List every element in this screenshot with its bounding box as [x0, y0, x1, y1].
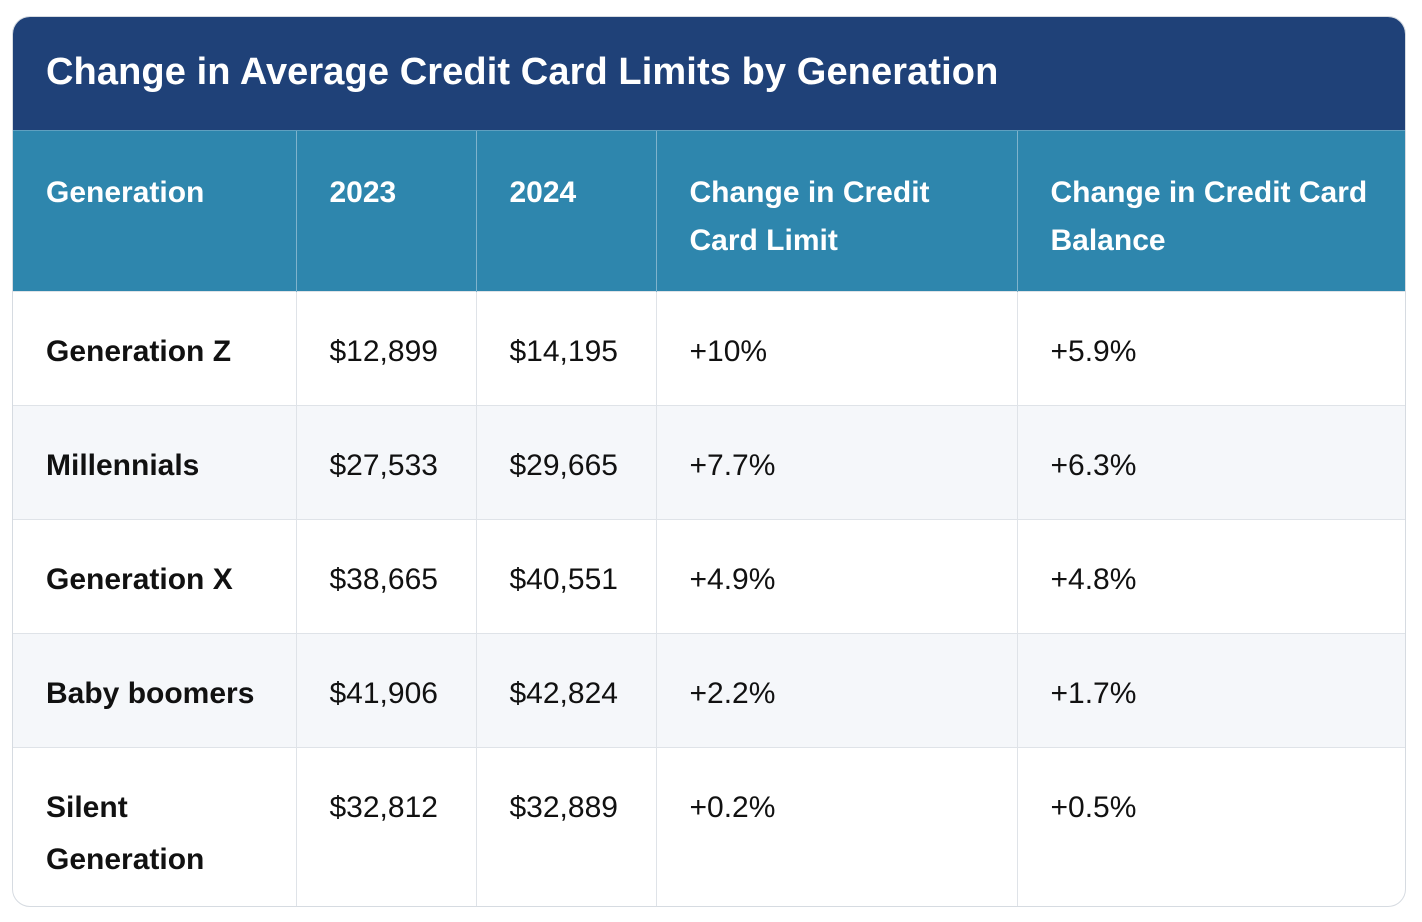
change-balance-cell: +5.9% — [1016, 291, 1405, 406]
generation-cell: Millennials — [13, 405, 296, 520]
table-row: Generation X $38,665 $40,551 +4.9% +4.8% — [13, 519, 1405, 634]
header-change-balance: Change in Credit Card Balance — [1016, 130, 1405, 292]
header-row: Generation 2023 2024 Change in Credit Ca… — [13, 130, 1405, 292]
change-balance-cell: +6.3% — [1016, 405, 1405, 520]
limit-2024-cell: $42,824 — [475, 633, 656, 748]
change-balance-cell: +4.8% — [1016, 519, 1405, 634]
table-title: Change in Average Credit Card Limits by … — [46, 50, 999, 93]
change-limit-cell: +7.7% — [655, 405, 1017, 520]
header-change-limit: Change in Credit Card Limit — [655, 130, 1017, 292]
credit-limit-table-card: Change in Average Credit Card Limits by … — [12, 16, 1406, 907]
limit-2023-cell: $12,899 — [295, 291, 476, 406]
change-limit-cell: +10% — [655, 291, 1017, 406]
generation-cell: Baby boomers — [13, 633, 296, 748]
limit-2023-cell: $32,812 — [295, 747, 476, 906]
generation-cell: Silent Generation — [13, 747, 296, 906]
change-balance-cell: +0.5% — [1016, 747, 1405, 906]
table-row: Generation Z $12,899 $14,195 +10% +5.9% — [13, 291, 1405, 406]
table-row: Baby boomers $41,906 $42,824 +2.2% +1.7% — [13, 633, 1405, 748]
table-title-bar: Change in Average Credit Card Limits by … — [13, 17, 1405, 130]
generation-cell: Generation X — [13, 519, 296, 634]
limit-2023-cell: $27,533 — [295, 405, 476, 520]
limit-2023-cell: $41,906 — [295, 633, 476, 748]
limit-2024-cell: $14,195 — [475, 291, 656, 406]
header-2024: 2024 — [475, 130, 656, 292]
table-row: Silent Generation $32,812 $32,889 +0.2% … — [13, 747, 1405, 906]
header-generation: Generation — [13, 130, 296, 292]
limit-2024-cell: $32,889 — [475, 747, 656, 906]
generation-cell: Generation Z — [13, 291, 296, 406]
change-limit-cell: +2.2% — [655, 633, 1017, 748]
limit-2024-cell: $29,665 — [475, 405, 656, 520]
table-body: Generation Z $12,899 $14,195 +10% +5.9% … — [13, 291, 1405, 906]
change-limit-cell: +4.9% — [655, 519, 1017, 634]
credit-limit-table: Generation 2023 2024 Change in Credit Ca… — [13, 130, 1405, 906]
change-limit-cell: +0.2% — [655, 747, 1017, 906]
table-header: Generation 2023 2024 Change in Credit Ca… — [13, 130, 1405, 292]
table-row: Millennials $27,533 $29,665 +7.7% +6.3% — [13, 405, 1405, 520]
change-balance-cell: +1.7% — [1016, 633, 1405, 748]
limit-2023-cell: $38,665 — [295, 519, 476, 634]
limit-2024-cell: $40,551 — [475, 519, 656, 634]
header-2023: 2023 — [295, 130, 476, 292]
